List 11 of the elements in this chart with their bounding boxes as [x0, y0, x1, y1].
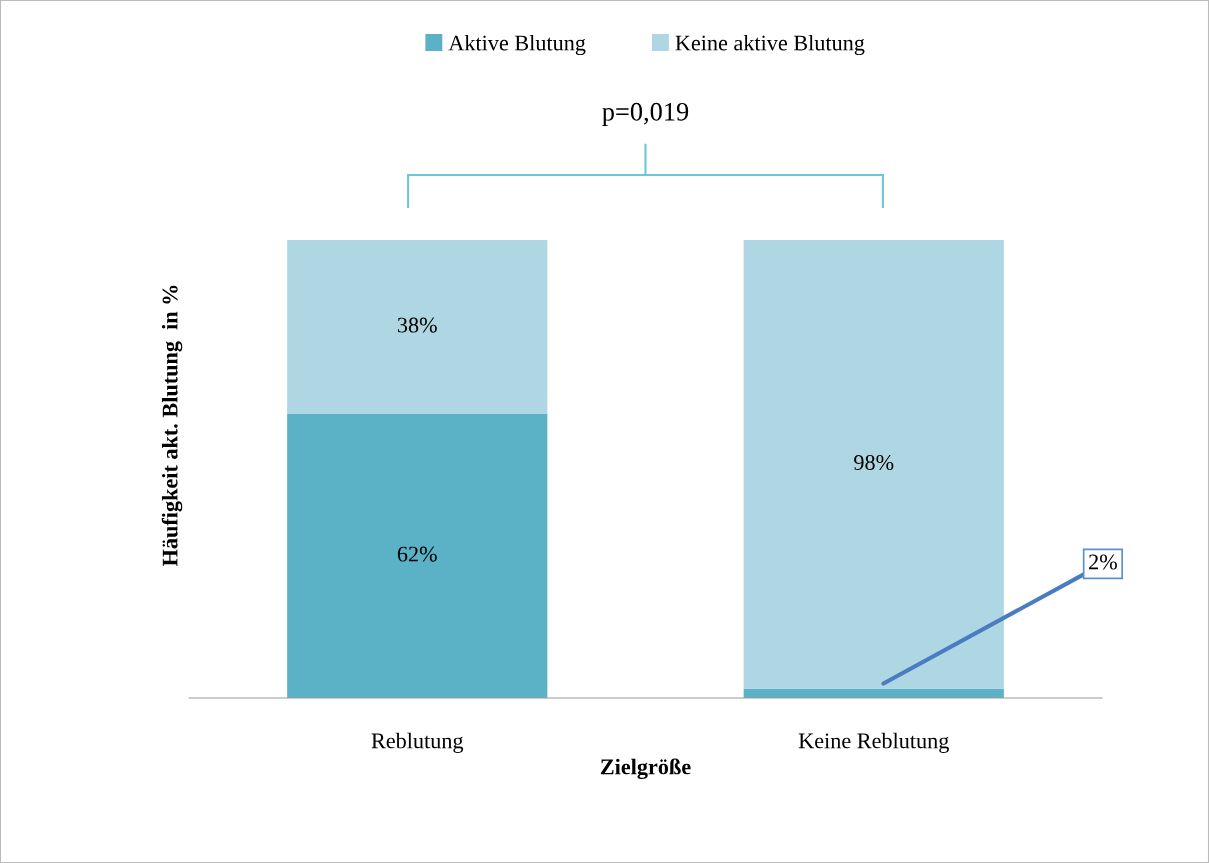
data-label: 38% [397, 317, 437, 333]
data-label: 98% [854, 454, 894, 471]
x-tick-label: Keine Reblutung [798, 732, 949, 753]
legend-label: Keine aktive Blutung [675, 34, 865, 56]
data-label: 2% [1089, 554, 1117, 570]
x-tick-label: Reblutung [371, 732, 464, 753]
data-label: 62% [397, 546, 437, 562]
x-axis-title: Zielgröße [600, 758, 691, 780]
legend-label: Aktive Blutung [448, 34, 586, 56]
text: p=0,019 [602, 102, 689, 127]
y-axis-title: Häufigkeit akt. Blutung in % [161, 285, 183, 567]
